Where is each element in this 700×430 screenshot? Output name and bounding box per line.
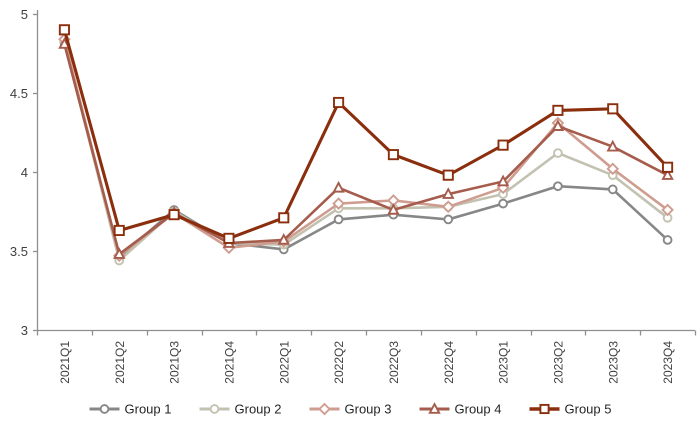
triangle-marker — [606, 139, 619, 152]
diamond-marker — [318, 402, 331, 416]
square-marker — [113, 224, 125, 237]
square-marker — [539, 403, 550, 415]
square-marker — [497, 139, 509, 151]
legend-label: Group 1 — [125, 402, 172, 417]
circle-marker — [662, 235, 673, 245]
circle-marker — [498, 198, 508, 209]
circle-marker — [99, 404, 110, 414]
series-line — [63, 43, 669, 257]
legend-item-group-3: Group 3 — [309, 402, 392, 417]
square-marker — [662, 161, 674, 173]
series-group-3 — [58, 32, 674, 263]
square-marker — [333, 96, 345, 109]
triangle-marker — [428, 402, 441, 414]
y-axis-tick-label: 3 — [21, 323, 28, 338]
y-axis-tick-label: 5 — [21, 7, 28, 22]
legend-item-group-2: Group 2 — [199, 402, 282, 417]
square-marker — [552, 104, 564, 116]
series-line — [63, 42, 669, 260]
x-axis-label: 2023Q4 — [661, 341, 675, 384]
triangle-marker — [442, 187, 455, 199]
series-group-4 — [58, 37, 674, 259]
triangle-marker — [661, 168, 674, 180]
x-axis-label: 2022Q3 — [387, 341, 401, 384]
legend-label: Group 5 — [565, 402, 612, 417]
legend: Group 1 Group 2 Group 3 Group 4 Group 5 — [89, 402, 612, 417]
square-marker — [58, 24, 70, 36]
triangle-marker — [496, 174, 510, 187]
series-group-5 — [58, 24, 674, 244]
x-axis-label: 2021Q1 — [58, 341, 72, 384]
y-axis-tick-label: 3.5 — [10, 244, 28, 259]
square-marker — [387, 149, 399, 161]
square-marker — [442, 169, 454, 181]
y-axis-tick-label: 4.5 — [10, 86, 28, 101]
square-marker — [607, 103, 619, 115]
triangle-marker — [551, 119, 565, 131]
diamond-marker — [441, 200, 455, 214]
square-marker — [223, 232, 235, 244]
circle-marker — [209, 404, 220, 414]
triangle-marker — [387, 203, 400, 215]
x-axis-label: 2021Q4 — [222, 341, 236, 384]
series-group-1 — [59, 37, 673, 263]
x-axis-label: 2023Q3 — [606, 341, 620, 384]
circle-marker — [443, 214, 454, 225]
legend-label: Group 2 — [235, 402, 282, 417]
triangle-marker — [277, 233, 290, 245]
triangle-marker — [332, 180, 345, 193]
legend-label: Group 3 — [345, 402, 392, 417]
diamond-marker — [606, 162, 620, 176]
series-line — [63, 38, 669, 258]
x-axis-label: 2023Q1 — [497, 341, 511, 384]
circle-marker — [607, 184, 618, 195]
circle-marker — [333, 214, 344, 225]
diamond-marker — [661, 203, 674, 217]
circle-marker — [553, 148, 563, 158]
x-axis-label: 2022Q2 — [332, 341, 346, 384]
square-marker — [168, 209, 180, 221]
x-axis-label: 2022Q1 — [277, 341, 291, 384]
x-axis-label: 2021Q3 — [168, 341, 182, 384]
legend-item-group-4: Group 4 — [419, 402, 502, 417]
legend-item-group-1: Group 1 — [89, 402, 172, 417]
x-axis-label: 2023Q2 — [551, 341, 565, 384]
y-axis-tick-label: 4 — [21, 165, 28, 180]
legend-label: Group 4 — [455, 402, 502, 417]
diamond-marker — [332, 197, 345, 210]
x-axis-label: 2022Q4 — [442, 341, 456, 384]
x-axis-label: 2021Q2 — [113, 341, 127, 384]
circle-marker — [553, 181, 563, 192]
square-marker — [278, 212, 290, 224]
triangle-marker — [113, 247, 126, 259]
series-line — [62, 29, 669, 241]
legend-item-group-5: Group 5 — [529, 402, 612, 417]
